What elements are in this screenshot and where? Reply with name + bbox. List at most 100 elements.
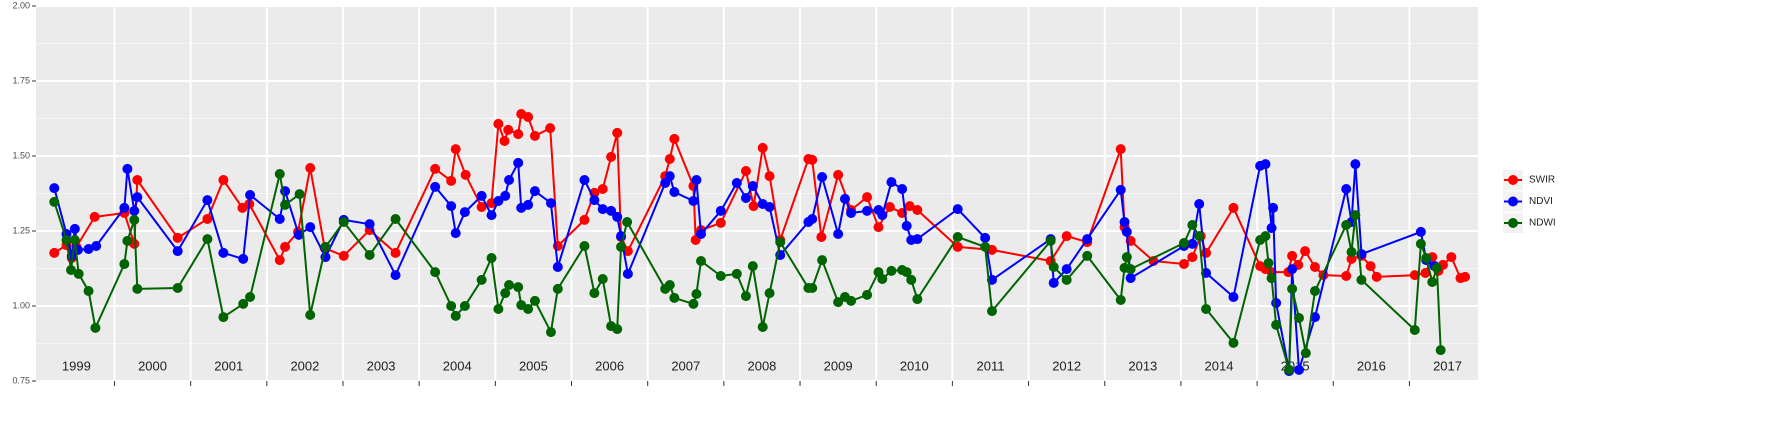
point <box>873 222 884 233</box>
year-label: 2012 <box>1052 358 1081 373</box>
point <box>545 327 556 338</box>
point <box>238 253 249 264</box>
point <box>606 151 617 162</box>
point <box>1194 231 1205 242</box>
point <box>460 169 471 180</box>
point <box>390 270 401 281</box>
y-tick-label: 1.50 <box>12 150 30 160</box>
point <box>817 255 828 266</box>
point <box>1048 262 1059 272</box>
point <box>952 241 963 252</box>
point <box>807 214 818 224</box>
point <box>129 205 140 216</box>
point <box>430 163 441 174</box>
point <box>49 183 60 194</box>
y-tick-label: 2.00 <box>12 0 30 10</box>
point <box>1420 268 1431 278</box>
point <box>49 196 60 207</box>
point <box>846 208 857 218</box>
point <box>446 201 457 212</box>
point <box>1293 313 1304 323</box>
point <box>877 274 888 284</box>
point <box>390 247 401 258</box>
point <box>504 280 515 290</box>
point <box>664 280 675 290</box>
point <box>1427 277 1438 287</box>
point <box>1431 262 1442 273</box>
point <box>606 205 617 216</box>
point <box>552 283 563 294</box>
point <box>833 297 844 308</box>
point <box>612 211 623 222</box>
point <box>529 130 540 141</box>
point <box>305 310 316 320</box>
point <box>740 166 751 176</box>
point <box>1287 250 1298 261</box>
point <box>912 294 923 305</box>
point <box>1341 220 1352 230</box>
point <box>513 282 524 293</box>
point <box>1194 199 1205 209</box>
point <box>500 190 511 201</box>
point <box>1115 184 1126 195</box>
point <box>1266 223 1277 233</box>
point <box>912 234 923 245</box>
point <box>1341 271 1352 281</box>
point <box>1187 220 1198 230</box>
point <box>579 175 590 185</box>
point <box>1263 258 1274 269</box>
point <box>757 142 768 153</box>
year-label: 2008 <box>747 358 776 373</box>
point <box>1061 264 1072 275</box>
year-label: 1999 <box>62 358 91 373</box>
point <box>715 217 726 228</box>
point <box>833 229 844 239</box>
point <box>280 241 291 252</box>
point <box>83 286 94 296</box>
point <box>238 298 249 309</box>
point <box>1268 202 1279 213</box>
point <box>691 175 702 185</box>
point <box>747 181 758 191</box>
point <box>980 241 991 252</box>
point <box>906 274 917 285</box>
point <box>691 289 702 299</box>
point <box>1365 261 1376 272</box>
point <box>886 177 897 188</box>
point <box>807 283 818 293</box>
point <box>1178 238 1189 248</box>
point <box>1284 364 1295 375</box>
point <box>529 186 540 197</box>
point <box>1115 295 1126 305</box>
point <box>612 127 623 138</box>
point <box>504 175 515 185</box>
point <box>218 312 229 323</box>
point <box>757 322 768 332</box>
legend-point <box>1508 175 1518 185</box>
point <box>952 204 963 215</box>
point <box>1115 144 1126 155</box>
point <box>669 292 680 303</box>
y-tick-label: 1.25 <box>12 225 30 235</box>
point <box>839 193 850 204</box>
point <box>305 222 316 233</box>
point <box>446 301 457 311</box>
point <box>476 274 487 285</box>
point <box>66 265 77 275</box>
point <box>132 192 143 203</box>
point <box>807 154 818 165</box>
point <box>450 228 461 239</box>
point <box>901 267 912 278</box>
point <box>61 235 72 245</box>
point <box>1119 217 1130 227</box>
point <box>616 241 627 252</box>
point <box>664 171 675 182</box>
year-label: 2005 <box>519 358 548 373</box>
legend-point <box>1508 196 1518 207</box>
point <box>293 229 304 240</box>
point <box>1228 202 1239 213</box>
point <box>430 267 441 278</box>
point <box>245 292 256 302</box>
point <box>589 288 600 299</box>
